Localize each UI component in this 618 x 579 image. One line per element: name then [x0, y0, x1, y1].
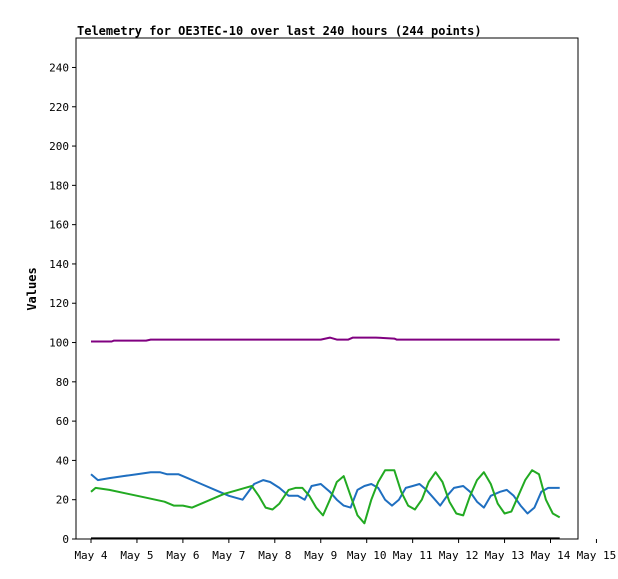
y-tick-label: 120 — [49, 297, 69, 310]
y-tick-label: 180 — [49, 179, 69, 192]
plot-area — [75, 37, 579, 540]
y-tick-label: 0 — [62, 533, 69, 546]
x-tick-label: May 11 — [393, 549, 433, 562]
x-tick-label: May 8 — [258, 549, 291, 562]
y-ticks: 0 20 40 60 80 100 120 140 160 180 200 220 240 — [49, 61, 76, 546]
y-tick-label: 100 — [49, 337, 69, 350]
x-tick-label: May 6 — [166, 549, 199, 562]
x-tick-label: May 14 — [531, 549, 571, 562]
y-tick-label: 40 — [56, 454, 69, 467]
y-tick-label: 80 — [56, 376, 69, 389]
x-tick-label: May 7 — [212, 549, 245, 562]
y-tick-label: 200 — [49, 140, 69, 153]
y-tick-label: 240 — [49, 61, 69, 74]
x-tick-label: May 10 — [347, 549, 387, 562]
series-group — [90, 336, 561, 540]
x-tick-label: May 9 — [304, 549, 337, 562]
x-tick-label: May 5 — [120, 549, 153, 562]
x-ticks: May 4 May 5 May 6 May 7 May 8 May 9 May 10 May … — [74, 539, 616, 562]
x-tick-label: May 12 — [439, 549, 479, 562]
y-tick-label: 60 — [56, 415, 69, 428]
chart-title: Telemetry for OE3TEC-10 over last 240 ho… — [77, 24, 482, 38]
y-tick-label: 220 — [49, 101, 69, 114]
x-tick-label: May 13 — [485, 549, 525, 562]
y-axis-label: Values — [25, 267, 39, 310]
y-tick-label: 140 — [49, 258, 69, 271]
series-line-3 — [90, 469, 561, 525]
x-tick-label: May 4 — [74, 549, 107, 562]
y-tick-label: 20 — [56, 494, 69, 507]
x-tick-label: May 15 — [577, 549, 617, 562]
series-line-0 — [91, 336, 560, 343]
y-tick-label: 160 — [49, 219, 69, 232]
